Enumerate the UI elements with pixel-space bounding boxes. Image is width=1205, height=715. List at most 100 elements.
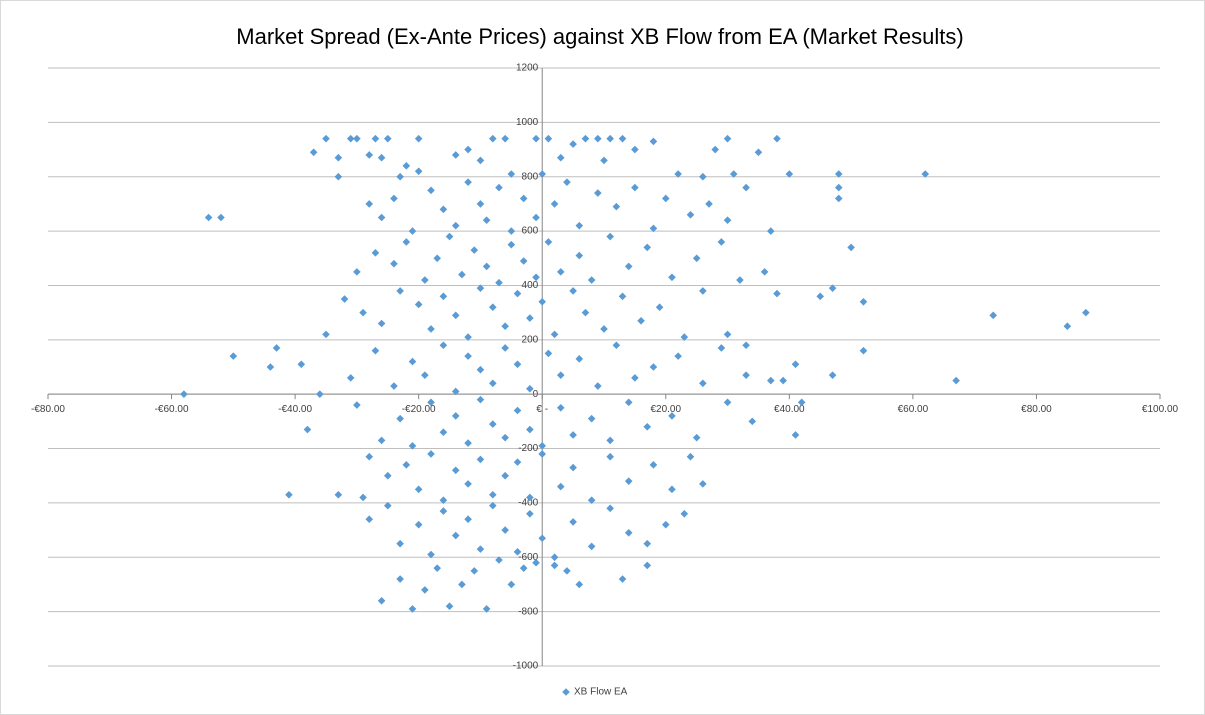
scatter-point [464, 480, 472, 488]
scatter-point [476, 395, 485, 404]
scatter-point [451, 412, 460, 420]
scatter-point [396, 287, 404, 295]
scatter-point [217, 213, 225, 222]
chart-title: Market Spread (Ex-Ante Prices) against X… [236, 24, 963, 49]
scatter-point [272, 344, 281, 352]
scatter-point [501, 471, 509, 480]
scatter-point [501, 322, 509, 331]
scatter-point [464, 439, 472, 447]
scatter-point [501, 433, 509, 442]
scatter-point [791, 431, 800, 439]
scatter-point [680, 509, 689, 518]
scatter-point [631, 145, 639, 154]
scatter-point [624, 477, 633, 485]
scatter-point [668, 273, 676, 282]
scatter-point [377, 436, 386, 445]
scatter-point [464, 178, 472, 186]
scatter-point [433, 564, 441, 572]
scatter-point [606, 436, 614, 445]
scatter-point [346, 374, 355, 382]
scatter-point [229, 352, 238, 360]
scatter-point [606, 232, 614, 241]
scatter-point [470, 246, 479, 254]
scatter-point [556, 371, 565, 379]
scatter-point [606, 504, 614, 513]
scatter-point [445, 602, 454, 610]
scatter-point [507, 580, 516, 589]
scatter-point [569, 463, 577, 472]
y-tick-label: 800 [522, 171, 539, 182]
scatter-point [754, 148, 763, 157]
scatter-point [353, 401, 361, 409]
scatter-point [717, 238, 726, 246]
scatter-point [661, 194, 670, 203]
scatter-point [631, 183, 639, 192]
scatter-point [414, 134, 423, 143]
scatter-point [470, 567, 479, 575]
scatter-point [760, 268, 769, 276]
scatter-point [285, 490, 293, 499]
legend-marker [562, 688, 570, 696]
scatter-point [791, 360, 800, 369]
scatter-point [649, 137, 658, 146]
scatter-point [309, 148, 318, 157]
y-tick-label: -600 [518, 552, 538, 563]
scatter-point [594, 189, 602, 197]
scatter-point [322, 330, 330, 339]
scatter-point [526, 493, 534, 502]
scatter-point [390, 194, 398, 203]
scatter-point [773, 289, 781, 298]
scatter-point [729, 170, 738, 178]
y-tick-label: 1200 [516, 63, 539, 74]
x-tick-label: €60.00 [898, 404, 929, 415]
scatter-point [489, 490, 497, 499]
scatter-point [353, 134, 361, 143]
scatter-point [717, 344, 726, 352]
scatter-point [451, 531, 460, 540]
scatter-point [538, 442, 547, 450]
scatter-point [711, 145, 719, 154]
scatter-point [921, 170, 930, 178]
scatter-point [643, 539, 652, 548]
scatter-point [699, 480, 707, 488]
scatter-point [594, 134, 602, 143]
scatter-point [414, 485, 423, 494]
scatter-point [816, 292, 825, 301]
scatter-point [507, 227, 516, 235]
scatter-point [723, 330, 732, 339]
scatter-point [723, 398, 732, 407]
y-tick-label: 600 [522, 226, 539, 237]
scatter-point [476, 200, 485, 208]
scatter-point [501, 526, 509, 534]
scatter-point [526, 509, 534, 518]
scatter-point [736, 276, 744, 284]
y-tick-label: 1000 [516, 117, 539, 128]
scatter-point [624, 262, 633, 271]
scatter-point [439, 507, 448, 515]
scatter-point [439, 496, 448, 504]
scatter-point [334, 172, 343, 181]
scatter-point [489, 303, 497, 311]
scatter-point [377, 213, 386, 222]
scatter-point [618, 292, 627, 301]
scatter-point [519, 194, 528, 203]
scatter-point [501, 134, 509, 143]
scatter-point [383, 501, 392, 510]
scatter-point [489, 379, 497, 388]
scatter-point [519, 564, 528, 572]
scatter-point [699, 287, 707, 295]
scatter-point [563, 178, 571, 186]
scatter-point [458, 580, 466, 589]
scatter-point [773, 134, 781, 143]
scatter-point [587, 414, 596, 423]
scatter-point [346, 134, 355, 143]
x-tick-label: -€20.00 [402, 404, 436, 415]
scatter-point [594, 382, 602, 390]
scatter-point [334, 490, 343, 499]
scatter-point [538, 534, 547, 543]
scatter-point [371, 249, 380, 257]
scatter-point [643, 243, 652, 252]
scatter-point [414, 167, 423, 176]
scatter-point [556, 482, 565, 491]
